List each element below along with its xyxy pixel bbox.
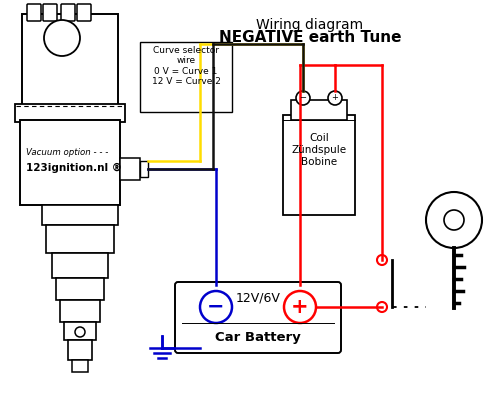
Text: +: + (291, 297, 309, 317)
Bar (52, 253, 108, 278)
Text: Wiring diagram: Wiring diagram (256, 18, 364, 32)
Text: +: + (332, 94, 338, 102)
Text: Car Battery: Car Battery (215, 332, 301, 344)
Circle shape (75, 327, 85, 337)
Circle shape (284, 291, 316, 323)
Bar (291, 100, 347, 120)
Circle shape (296, 91, 310, 105)
FancyBboxPatch shape (43, 4, 57, 21)
FancyBboxPatch shape (175, 282, 341, 353)
Text: −: − (208, 297, 225, 317)
Bar (72, 360, 88, 372)
Bar (56, 278, 104, 300)
Text: 12V/6V: 12V/6V (236, 292, 281, 304)
Text: 123ignition.nl ®: 123ignition.nl ® (26, 163, 122, 173)
Bar (140, 161, 148, 177)
Circle shape (328, 91, 342, 105)
Bar (283, 115, 355, 215)
Bar (42, 205, 118, 225)
FancyBboxPatch shape (77, 4, 91, 21)
Text: Coil
Zündspule
Bobine: Coil Zündspule Bobine (292, 133, 346, 166)
Text: NEGATIVE earth Tune: NEGATIVE earth Tune (219, 30, 401, 45)
Circle shape (377, 302, 387, 312)
Bar (120, 158, 140, 180)
Bar (46, 225, 114, 253)
Bar (20, 120, 120, 205)
Bar (15, 104, 125, 122)
FancyBboxPatch shape (61, 4, 75, 21)
FancyBboxPatch shape (27, 4, 41, 21)
Circle shape (444, 210, 464, 230)
Bar (60, 300, 100, 322)
Circle shape (426, 192, 482, 248)
Circle shape (377, 255, 387, 265)
Text: Vacuum option - - -: Vacuum option - - - (26, 148, 108, 157)
Circle shape (44, 20, 80, 56)
Text: −: − (300, 94, 306, 102)
Text: Curve selector
wire
0 V = Curve 1
12 V = Curve 2: Curve selector wire 0 V = Curve 1 12 V =… (152, 46, 220, 86)
Circle shape (200, 291, 232, 323)
Bar (68, 340, 92, 360)
Bar (64, 322, 96, 340)
Bar (22, 14, 118, 106)
Bar (140, 42, 232, 112)
